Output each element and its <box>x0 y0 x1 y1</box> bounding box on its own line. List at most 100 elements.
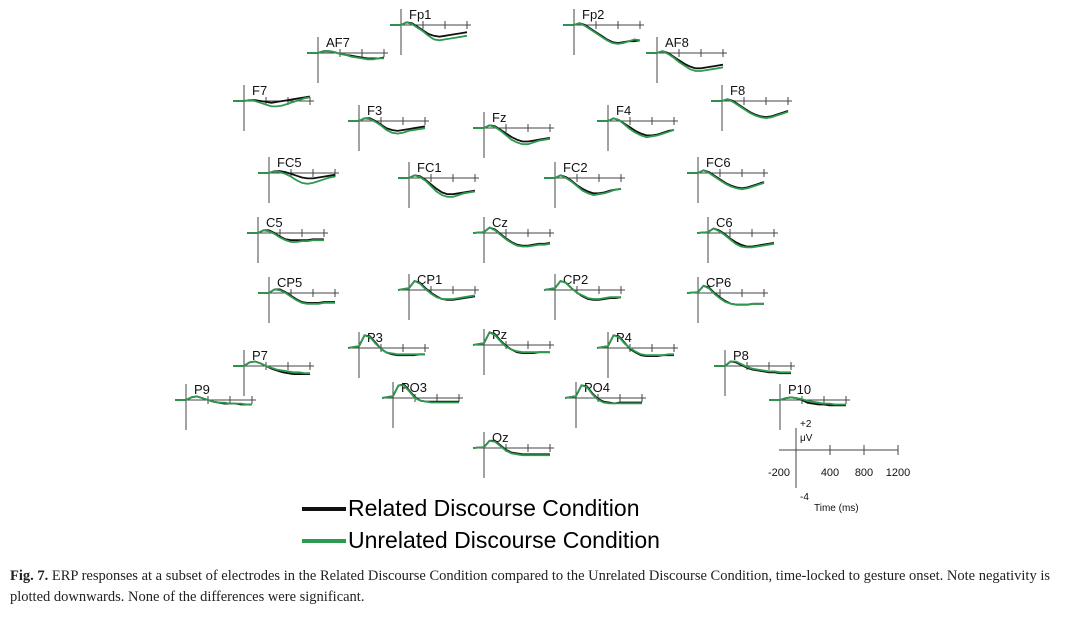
series-unrelated-line <box>687 169 765 191</box>
series-unrelated-line <box>596 334 674 357</box>
electrode-label-cz: Cz <box>492 215 508 230</box>
electrode-label-cp5: CP5 <box>277 275 302 290</box>
series-unrelated-line <box>711 98 789 120</box>
electrode-label-po3: PO3 <box>401 380 427 395</box>
series-unrelated-line <box>563 22 641 45</box>
electrode-plot-c6: C6 <box>696 215 778 263</box>
electrode-label-oz: Oz <box>492 430 509 445</box>
electrode-label-c5: C5 <box>266 215 283 230</box>
series-unrelated-line <box>233 360 310 375</box>
legend-item-unrelated: Unrelated Discourse Condition <box>302 527 660 554</box>
series-unrelated-line <box>381 384 459 404</box>
electrode-label-f8: F8 <box>730 83 745 98</box>
electrode-plot-af8: AF8 <box>646 35 727 83</box>
legend-swatch-related <box>302 506 346 511</box>
electrode-label-fp2: Fp2 <box>582 7 604 22</box>
series-unrelated-line <box>347 334 425 356</box>
electrode-label-fc2: FC2 <box>563 160 588 175</box>
electrode-plot-fc2: FC2 <box>544 160 625 208</box>
electrode-plot-f4: F4 <box>597 103 678 151</box>
scale-x-tick-label: 1200 <box>886 467 910 479</box>
electrode-plot-fc5: FC5 <box>258 155 339 203</box>
electrode-label-fz: Fz <box>492 110 506 125</box>
electrode-plot-p10: P10 <box>769 382 850 430</box>
series-unrelated-line <box>543 279 621 300</box>
electrode-label-f7: F7 <box>252 83 267 98</box>
series-unrelated-line <box>247 229 324 243</box>
legend-label-unrelated: Unrelated Discourse Condition <box>348 527 660 553</box>
series-unrelated-line <box>258 288 335 305</box>
series-related-line <box>711 98 789 119</box>
electrode-label-cp2: CP2 <box>563 272 588 287</box>
electrode-plot-p4: P4 <box>596 330 678 378</box>
electrode-label-fp1: Fp1 <box>409 7 431 22</box>
series-unrelated-line <box>472 331 550 354</box>
scale-y-top-label: +2 <box>800 419 812 430</box>
legend-item-related: Related Discourse Condition <box>302 495 640 522</box>
series-unrelated-line <box>398 174 476 198</box>
series-unrelated-line <box>472 439 550 457</box>
series-related-line <box>563 22 641 44</box>
caption-label: Fig. 7. <box>10 568 49 584</box>
erp-plot: Fp1 Fp2 AF7 AF8 F7 F8 F3 Fz F4 FC5 FC1 FC2 FC6 Cz C5 C6… <box>175 7 910 514</box>
electrode-plot-fc6: FC6 <box>687 155 768 203</box>
scale-y-bottom-label: -4 <box>800 492 809 503</box>
electrode-plot-f7: F7 <box>233 83 314 131</box>
figure-caption: Fig. 7. ERP responses at a subset of ele… <box>10 566 1062 608</box>
electrode-label-f4: F4 <box>616 103 631 118</box>
electrode-plot-f8: F8 <box>711 83 792 131</box>
scale-x-axis-label: Time (ms) <box>814 503 859 514</box>
electrode-plot-cp2: CP2 <box>543 272 625 320</box>
electrode-label-pz: Pz <box>492 327 507 342</box>
series-unrelated-line <box>646 50 724 72</box>
scale-axis: -200 400 800 1200 +2 μV -4 Time (ms) <box>768 419 910 514</box>
electrode-label-af7: AF7 <box>326 35 350 50</box>
electrode-plot-po4: PO4 <box>564 380 646 428</box>
electrode-plot-cp5: CP5 <box>258 275 339 323</box>
electrode-plot-f3: F3 <box>348 103 429 151</box>
legend-swatch-unrelated <box>302 538 346 543</box>
scale-x-tick-label: -200 <box>768 467 790 479</box>
electrode-label-cp6: CP6 <box>706 275 731 290</box>
electrode-plot-fc1: FC1 <box>398 160 479 208</box>
electrode-label-cp1: CP1 <box>417 272 442 287</box>
electrode-plot-fp2: Fp2 <box>563 7 644 55</box>
series-unrelated-line <box>714 360 791 374</box>
scale-y-unit-label: μV <box>800 433 813 444</box>
series-unrelated-line <box>175 395 252 406</box>
series-unrelated-line <box>348 117 426 135</box>
electrode-plot-oz: Oz <box>472 430 554 478</box>
series-unrelated-line <box>564 384 642 405</box>
electrode-label-p10: P10 <box>788 382 811 397</box>
series-unrelated-line <box>597 117 675 139</box>
electrode-label-fc6: FC6 <box>706 155 731 170</box>
series-unrelated-line <box>233 96 311 108</box>
electrode-plot-po3: PO3 <box>381 380 463 428</box>
electrode-plot-cz: Cz <box>472 215 554 263</box>
erp-figure: Fp1 Fp2 AF7 AF8 F7 F8 F3 Fz F4 FC5 FC1 FC2 FC6 Cz C5 C6… <box>175 7 910 554</box>
electrode-label-fc5: FC5 <box>277 155 302 170</box>
electrode-plot-fp1: Fp1 <box>390 7 471 55</box>
electrode-label-p3: P3 <box>367 330 383 345</box>
electrode-plot-pz: Pz <box>472 327 554 375</box>
electrode-label-c6: C6 <box>716 215 733 230</box>
electrode-plot-af7: AF7 <box>307 35 388 83</box>
caption-text: ERP responses at a subset of electrodes … <box>10 568 1051 605</box>
electrode-label-f3: F3 <box>367 103 382 118</box>
electrode-label-af8: AF8 <box>665 35 689 50</box>
series-unrelated-line <box>390 21 468 42</box>
series-unrelated-line <box>544 174 622 197</box>
electrode-label-p8: P8 <box>733 348 749 363</box>
series-unrelated-line <box>696 227 775 249</box>
scale-x-tick-label: 800 <box>855 467 873 479</box>
series-unrelated-line <box>769 396 846 406</box>
scale-x-tick-label: 400 <box>821 467 839 479</box>
series-unrelated-line <box>472 226 551 248</box>
series-unrelated-line <box>307 50 384 61</box>
electrode-plot-c5: C5 <box>247 215 328 263</box>
electrode-plot-p8: P8 <box>714 348 795 396</box>
series-unrelated-line <box>686 284 764 306</box>
electrode-label-fc1: FC1 <box>417 160 442 175</box>
electrode-label-p7: P7 <box>252 348 268 363</box>
electrode-plot-cp6: CP6 <box>686 275 768 323</box>
